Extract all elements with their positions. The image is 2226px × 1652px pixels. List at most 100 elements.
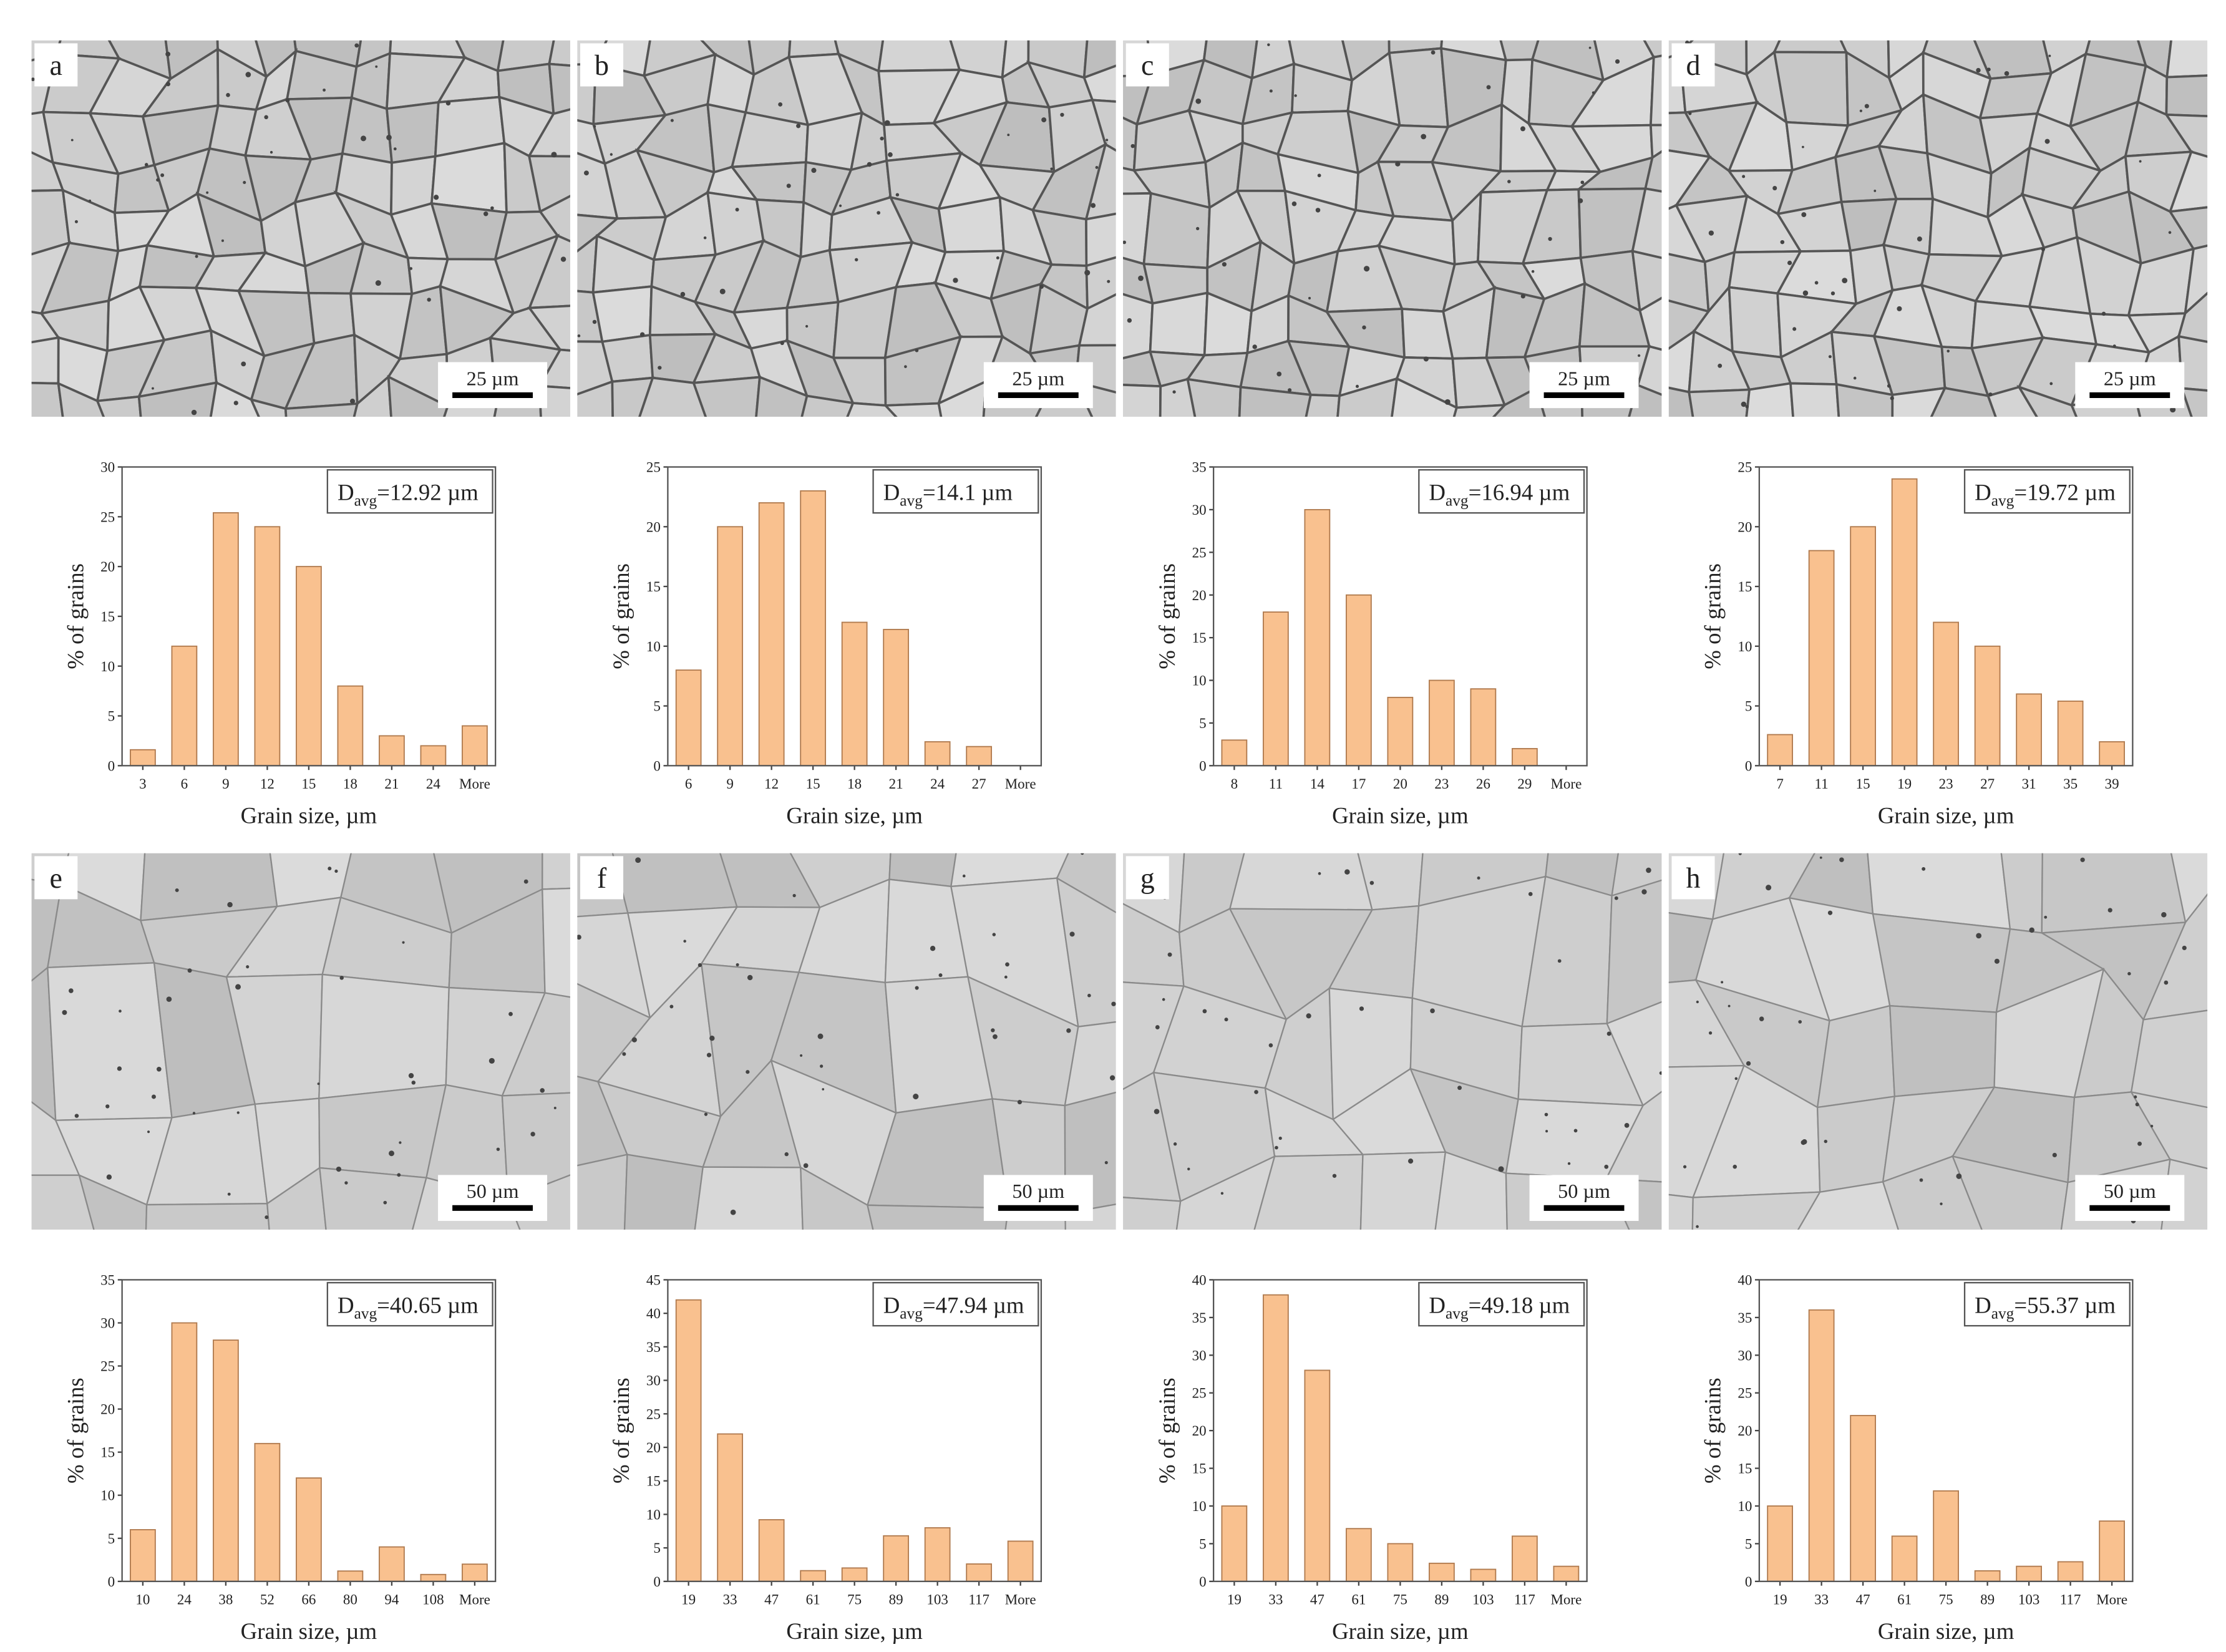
grain bbox=[1691, 1191, 1822, 1230]
inclusion bbox=[1520, 126, 1525, 132]
grain bbox=[548, 62, 570, 115]
inclusion bbox=[1814, 281, 1819, 285]
inclusion bbox=[2161, 912, 2167, 918]
bar bbox=[1429, 1562, 1455, 1582]
bar bbox=[675, 1299, 702, 1582]
panel-label-box bbox=[580, 43, 624, 87]
grain bbox=[638, 376, 707, 417]
y-tick-label: 25 bbox=[1192, 1385, 1207, 1401]
grain bbox=[527, 304, 570, 352]
inclusion bbox=[1332, 1173, 1337, 1178]
inclusion bbox=[553, 1106, 556, 1109]
inclusion bbox=[1355, 384, 1359, 388]
grain bbox=[2180, 387, 2208, 417]
inclusion bbox=[2112, 344, 2116, 348]
grain bbox=[2142, 893, 2208, 1021]
x-tick-label: 7 bbox=[1776, 775, 1784, 792]
inclusion bbox=[383, 1200, 387, 1205]
bar bbox=[2057, 700, 2084, 767]
inclusion bbox=[1708, 1031, 1713, 1035]
inclusion bbox=[1268, 1043, 1273, 1047]
inclusion bbox=[697, 963, 702, 968]
grain bbox=[209, 381, 260, 417]
inclusion bbox=[2134, 1095, 2137, 1099]
y-tick-label: 20 bbox=[1192, 1422, 1207, 1439]
inclusion bbox=[877, 211, 881, 215]
x-tick-label: 108 bbox=[422, 1591, 444, 1608]
bar bbox=[1974, 645, 2001, 767]
panel-label: f bbox=[597, 862, 607, 894]
x-tick-label: 75 bbox=[1393, 1591, 1407, 1608]
inclusion bbox=[31, 77, 35, 82]
grain bbox=[1772, 51, 1849, 127]
inclusion bbox=[1155, 1025, 1160, 1029]
inclusion bbox=[192, 1112, 196, 1115]
annotation-subscript: avg bbox=[354, 1305, 377, 1323]
inclusion bbox=[895, 193, 900, 197]
inclusion bbox=[805, 324, 809, 328]
inclusion bbox=[206, 191, 209, 194]
y-tick-label: 5 bbox=[108, 708, 115, 724]
grain bbox=[1611, 853, 1662, 897]
panel-label: b bbox=[595, 49, 609, 81]
inclusion bbox=[800, 1054, 803, 1057]
grain bbox=[1986, 386, 2038, 417]
inclusion bbox=[117, 1066, 122, 1071]
inclusion bbox=[2029, 927, 2034, 933]
inclusion bbox=[339, 976, 344, 980]
inclusion bbox=[530, 1132, 535, 1137]
inclusion bbox=[2168, 231, 2172, 234]
inclusion bbox=[243, 180, 246, 185]
inclusion bbox=[74, 1114, 79, 1118]
inclusion bbox=[1269, 89, 1273, 93]
bar bbox=[1429, 679, 1455, 767]
annotation: Davg=12.92 µm bbox=[338, 479, 479, 509]
x-tick-label: 89 bbox=[889, 1591, 903, 1608]
grain bbox=[1649, 124, 1662, 160]
y-tick-label: 20 bbox=[646, 1439, 661, 1455]
grain bbox=[846, 402, 898, 417]
inclusion bbox=[147, 1130, 150, 1134]
scale-bar-box bbox=[1529, 362, 1639, 409]
x-tick-label: More bbox=[459, 1591, 490, 1608]
inclusion bbox=[1802, 290, 1809, 296]
scale-bar-label: 50 µm bbox=[2104, 1180, 2156, 1202]
inclusion bbox=[483, 211, 488, 216]
inclusion bbox=[1017, 1100, 1023, 1105]
grain bbox=[1643, 40, 1662, 59]
bar bbox=[171, 1322, 198, 1582]
inclusion bbox=[1294, 94, 1297, 97]
grain bbox=[2130, 1009, 2208, 1109]
grain bbox=[31, 336, 60, 385]
inclusion bbox=[144, 163, 148, 167]
inclusion bbox=[1956, 1173, 1962, 1179]
bar bbox=[1263, 611, 1289, 767]
plot-frame bbox=[1212, 466, 1588, 767]
inclusion bbox=[1315, 208, 1321, 213]
inclusion bbox=[2044, 915, 2048, 919]
inclusion bbox=[105, 1104, 110, 1109]
x-tick-label: More bbox=[1005, 775, 1036, 792]
inclusion bbox=[1130, 143, 1135, 148]
x-tick-label: 27 bbox=[1980, 775, 1995, 792]
inclusion bbox=[1738, 853, 1742, 855]
inclusion bbox=[610, 153, 613, 156]
x-tick-label: 23 bbox=[1434, 775, 1449, 792]
grain bbox=[1605, 1091, 1662, 1183]
grain bbox=[1606, 1001, 1662, 1107]
inclusion bbox=[867, 162, 872, 167]
inclusion bbox=[1106, 138, 1109, 142]
x-tick-label: 103 bbox=[1472, 1591, 1494, 1608]
grain bbox=[318, 973, 450, 1099]
inclusion bbox=[1637, 354, 1641, 357]
x-axis-title: Grain size, µm bbox=[1878, 802, 2015, 828]
grain bbox=[1789, 382, 1840, 417]
grain bbox=[527, 108, 570, 158]
grain bbox=[31, 381, 64, 417]
y-tick-label: 0 bbox=[653, 1573, 661, 1590]
annotation-text: =12.92 µm bbox=[377, 479, 479, 505]
inclusion bbox=[1007, 134, 1010, 137]
inclusion bbox=[1557, 959, 1562, 963]
y-tick-label: 5 bbox=[1745, 698, 1752, 714]
inclusion bbox=[1728, 1004, 1731, 1008]
